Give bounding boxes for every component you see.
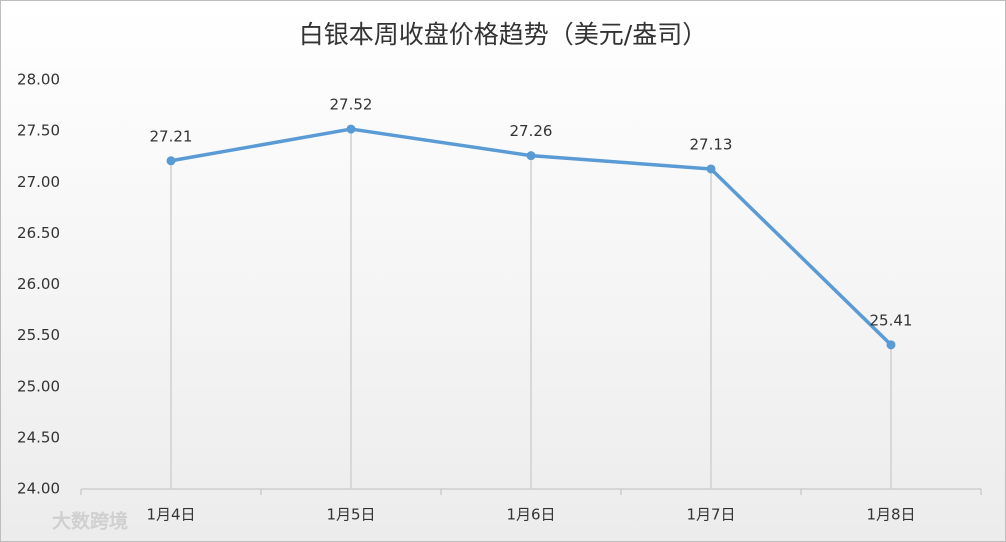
y-tick-label: 24.00 bbox=[17, 480, 60, 498]
point bbox=[886, 340, 896, 350]
data-label: 27.13 bbox=[690, 135, 733, 153]
y-tick-label: 25.00 bbox=[17, 377, 60, 395]
y-tick-label: 25.50 bbox=[17, 326, 60, 344]
data-label: 27.26 bbox=[510, 122, 553, 140]
point bbox=[346, 124, 356, 134]
y-tick-label: 26.50 bbox=[17, 224, 60, 242]
data-label: 27.52 bbox=[330, 96, 373, 114]
x-tick-label: 1月6日 bbox=[506, 506, 555, 524]
data-label: 25.41 bbox=[870, 311, 913, 329]
x-tick-label: 1月4日 bbox=[146, 506, 195, 524]
x-tick-label: 1月8日 bbox=[866, 506, 915, 524]
y-tick-label: 26.00 bbox=[17, 275, 60, 293]
point bbox=[166, 156, 176, 166]
y-tick-label: 28.00 bbox=[17, 71, 60, 89]
y-tick-label: 27.00 bbox=[17, 173, 60, 191]
data-label: 27.21 bbox=[150, 127, 193, 145]
x-tick-label: 1月5日 bbox=[326, 506, 375, 524]
y-tick-label: 27.50 bbox=[17, 122, 60, 140]
y-tick-label: 24.50 bbox=[17, 428, 60, 446]
watermark: 大数跨境 bbox=[52, 510, 128, 533]
chart-title: 白银本周收盘价格趋势（美元/盎司） bbox=[299, 20, 707, 49]
point bbox=[526, 151, 536, 161]
point bbox=[706, 164, 716, 174]
x-tick-label: 1月7日 bbox=[686, 506, 735, 524]
